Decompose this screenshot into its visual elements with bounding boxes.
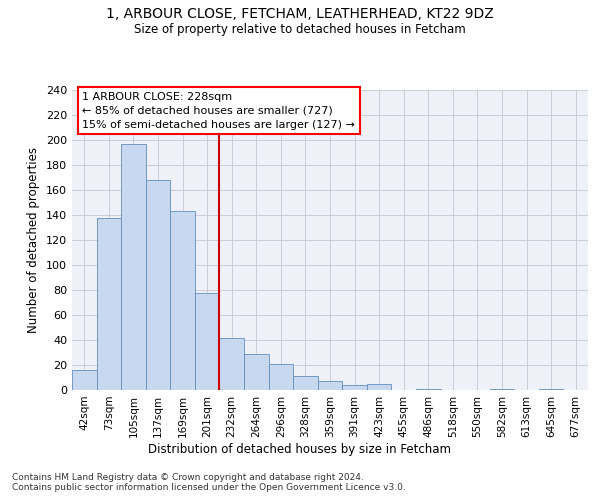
Bar (146, 180, 170, 390)
Bar (269, 364, 293, 390)
Bar (293, 376, 318, 390)
Text: Distribution of detached houses by size in Fetcham: Distribution of detached houses by size … (149, 442, 452, 456)
Bar (244, 354, 269, 390)
Bar (220, 338, 244, 390)
Bar (539, 389, 563, 390)
Text: 1 ARBOUR CLOSE: 228sqm
← 85% of detached houses are smaller (727)
15% of semi-de: 1 ARBOUR CLOSE: 228sqm ← 85% of detached… (82, 92, 355, 130)
Bar (367, 384, 391, 390)
Bar (490, 389, 514, 390)
Bar (72, 370, 97, 390)
Bar (318, 381, 342, 390)
Text: Contains HM Land Registry data © Crown copyright and database right 2024.: Contains HM Land Registry data © Crown c… (12, 472, 364, 482)
Text: Contains public sector information licensed under the Open Government Licence v3: Contains public sector information licen… (12, 482, 406, 492)
Bar (195, 292, 220, 390)
Y-axis label: Number of detached properties: Number of detached properties (28, 147, 40, 333)
Bar (97, 218, 121, 390)
Text: 1, ARBOUR CLOSE, FETCHAM, LEATHERHEAD, KT22 9DZ: 1, ARBOUR CLOSE, FETCHAM, LEATHERHEAD, K… (106, 8, 494, 22)
Bar (342, 385, 367, 390)
Bar (416, 389, 440, 390)
Bar (121, 144, 146, 390)
Bar (170, 211, 195, 390)
Text: Size of property relative to detached houses in Fetcham: Size of property relative to detached ho… (134, 22, 466, 36)
